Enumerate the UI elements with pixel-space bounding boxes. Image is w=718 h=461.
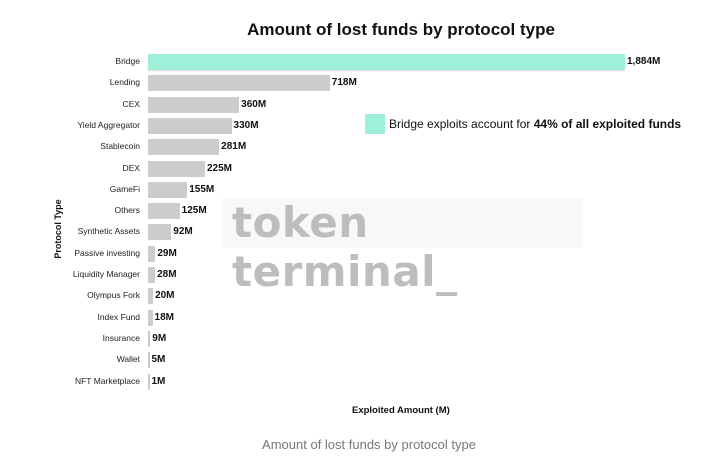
legend-text: Bridge exploits account for 44% of all e…	[389, 117, 682, 131]
category-label: Lending	[109, 77, 140, 88]
bar-value-label: 281M	[221, 141, 247, 153]
bar-row: Passive investing 29M	[0, 245, 718, 263]
category-label: Liquidity Manager	[72, 269, 140, 279]
legend: Bridge exploits account for 44% of all e…	[365, 114, 681, 134]
bar-row: Insurance 9M	[0, 330, 718, 348]
bar-value-label: 718M	[331, 77, 357, 89]
legend-swatch	[365, 114, 385, 134]
category-label: Insurance	[102, 332, 140, 343]
x-axis-label: Exploited Amount (M)	[352, 405, 450, 416]
bar-value-label: 225M	[206, 162, 232, 174]
bar	[148, 203, 180, 220]
bar	[148, 181, 188, 198]
category-label: Synthetic Assets	[77, 226, 140, 237]
bar-value-label: 29M	[157, 247, 177, 259]
bar	[148, 288, 154, 305]
bar-value-label: 330M	[233, 119, 259, 131]
bar-value-label: 1M	[151, 375, 166, 387]
bar-value-label: 20M	[155, 290, 175, 302]
bar-row: Index Fund 18M	[0, 309, 718, 327]
bar-row: Stablecoin 281M	[0, 138, 718, 156]
bar	[148, 160, 205, 177]
bar	[148, 267, 156, 283]
bar-value-label: 9M	[152, 332, 167, 344]
bar	[148, 245, 156, 262]
bar-row: Synthetic Assets 92M	[0, 223, 718, 241]
bar-row: CEX 360M	[0, 96, 718, 114]
bar	[148, 352, 150, 369]
bar-value-label: 1,884M	[627, 56, 661, 67]
bar	[148, 75, 330, 92]
bar-row: Wallet 5M	[0, 351, 718, 369]
bar-value-label: 360M	[241, 98, 267, 110]
category-label: Passive investing	[74, 247, 140, 258]
bar-row: Liquidity Manager 28M	[0, 266, 718, 284]
category-label: GameFi	[109, 183, 140, 194]
bar-row: Olympus Fork 20M	[0, 287, 718, 305]
bar	[148, 96, 240, 113]
category-label: DEX	[122, 162, 140, 173]
bar-value-label: 28M	[157, 269, 177, 280]
bar	[148, 54, 625, 70]
bar-row: Bridge 1,884M	[0, 53, 718, 71]
bar-row: Yield Aggregator 330M	[0, 117, 718, 135]
category-label: NFT Marketplace	[74, 375, 140, 386]
bar	[148, 117, 232, 134]
bar	[148, 224, 172, 241]
bar	[148, 139, 220, 156]
bar-row: Others 125M	[0, 202, 718, 220]
category-label: Bridge	[115, 56, 140, 66]
figure-caption: Amount of lost funds by protocol type	[262, 437, 476, 452]
category-label: Stablecoin	[100, 141, 140, 152]
category-label: Wallet	[116, 354, 140, 365]
bar-row: GameFi 155M	[0, 181, 718, 199]
category-label: Index Fund	[97, 311, 140, 322]
watermark-text: token terminal_	[232, 198, 458, 296]
bar-row: NFT Marketplace 1M	[0, 373, 718, 391]
category-label: Olympus Fork	[87, 290, 140, 301]
bar-row: Lending 718M	[0, 74, 718, 92]
bar-value-label: 155M	[189, 183, 215, 195]
category-label: Yield Aggregator	[77, 119, 140, 130]
bar-row: DEX 225M	[0, 160, 718, 178]
bar	[148, 330, 151, 347]
bar-value-label: 5M	[151, 354, 166, 366]
bar-value-label: 18M	[154, 311, 174, 323]
watermark-logo: token terminal_	[222, 198, 582, 296]
bar-value-label: 125M	[181, 205, 207, 217]
bar	[148, 373, 150, 390]
category-label: Others	[114, 205, 140, 216]
bar	[148, 309, 153, 326]
chart-title: Amount of lost funds by protocol type	[247, 20, 555, 39]
bar-value-label: 92M	[173, 226, 193, 238]
category-label: CEX	[122, 98, 140, 109]
